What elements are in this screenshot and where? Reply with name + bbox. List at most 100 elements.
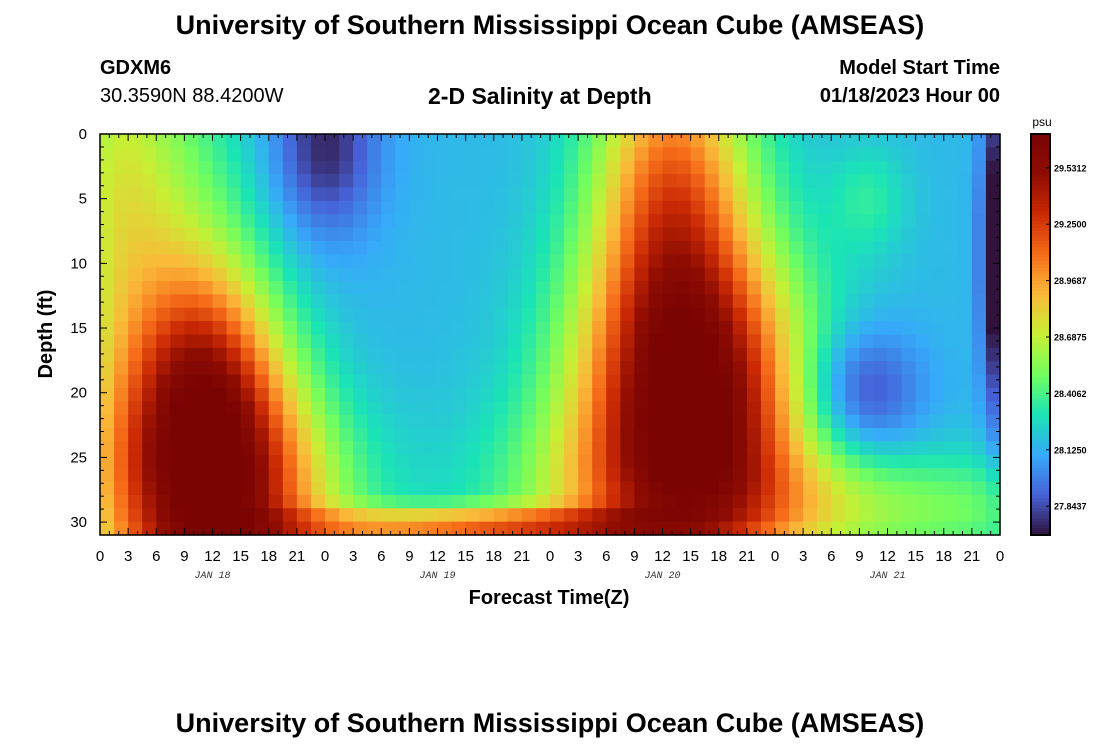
heatmap-cell [282, 334, 298, 349]
colorbar-tick-label: 29.2500 [1054, 220, 1087, 230]
heatmap-cell [395, 147, 410, 162]
heatmap-cell [789, 468, 804, 483]
day-label: JAN 20 [644, 571, 680, 582]
heatmap-cell [943, 321, 959, 336]
heatmap-cell [465, 321, 481, 336]
heatmap-cell [296, 240, 312, 255]
heatmap-cell [170, 134, 185, 148]
heatmap-cell [142, 387, 157, 402]
heatmap-cell [985, 294, 1001, 309]
heatmap-cell [676, 254, 692, 269]
colorbar-segment [1031, 404, 1050, 409]
heatmap-cell [803, 468, 818, 483]
heatmap-cell [550, 174, 565, 189]
heatmap-cell [662, 240, 678, 255]
heatmap-cell [437, 200, 453, 215]
heatmap-cell [578, 508, 593, 523]
heatmap-cell [493, 160, 509, 175]
heatmap-cell [212, 361, 228, 376]
heatmap-cell [901, 521, 917, 536]
heatmap-cell [550, 441, 565, 456]
heatmap-cell [789, 147, 804, 162]
heatmap-cell [325, 134, 340, 148]
heatmap-cell [507, 481, 523, 496]
heatmap-cell [901, 187, 917, 202]
heatmap-cell [423, 428, 439, 443]
heatmap-cell [465, 374, 481, 389]
heatmap-cell [915, 240, 931, 255]
heatmap-cell [451, 361, 467, 376]
heatmap-cell [662, 508, 678, 523]
heatmap-cell [971, 334, 987, 349]
heatmap-cell [296, 227, 312, 242]
heatmap-cell [957, 468, 973, 483]
heatmap-cell [859, 240, 875, 255]
heatmap-cell [423, 214, 439, 229]
heatmap-cell [887, 414, 903, 429]
heatmap-cell [760, 307, 776, 322]
heatmap-cell [240, 307, 256, 322]
heatmap-cell [789, 481, 804, 496]
heatmap-cell [226, 347, 242, 362]
heatmap-cell [507, 174, 523, 189]
heatmap-cell [268, 187, 284, 202]
heatmap-cell [507, 508, 523, 523]
heatmap-cell [198, 468, 214, 483]
heatmap-cell [451, 281, 467, 295]
heatmap-cell [451, 254, 467, 269]
heatmap-cell [873, 281, 889, 295]
heatmap-cell [254, 521, 270, 536]
heatmap-cell [550, 267, 565, 282]
heatmap-cell [493, 387, 509, 402]
heatmap-cell [198, 494, 214, 509]
heatmap-cell [929, 494, 945, 509]
heatmap-cell [381, 267, 396, 282]
heatmap-cell [746, 134, 762, 148]
heatmap-cell [845, 307, 860, 322]
heatmap-cell [521, 401, 537, 416]
heatmap-cell [831, 454, 846, 469]
heatmap-cell [929, 134, 945, 148]
heatmap-cell [170, 347, 185, 362]
heatmap-cell [114, 361, 129, 376]
heatmap-cell [451, 347, 467, 362]
colorbar-segment [1031, 247, 1050, 252]
heatmap-cell [564, 160, 579, 175]
colorbar-segment [1031, 518, 1050, 523]
heatmap-cell [325, 267, 340, 282]
heatmap-cell [325, 227, 340, 242]
heatmap-cell [971, 200, 987, 215]
heatmap-cell [142, 240, 157, 255]
heatmap-cell [465, 334, 481, 349]
heatmap-cell [353, 468, 368, 483]
heatmap-cell [760, 267, 776, 282]
heatmap-cell [226, 508, 242, 523]
heatmap-cell [732, 494, 748, 509]
heatmap-cell [634, 401, 650, 416]
heatmap-cell [915, 347, 931, 362]
heatmap-cell [521, 454, 537, 469]
heatmap-cell [592, 441, 607, 456]
heatmap-cell [690, 441, 706, 456]
heatmap-cell [353, 147, 368, 162]
colorbar-segment [1031, 384, 1050, 389]
heatmap-cell [395, 401, 410, 416]
heatmap-cell [465, 307, 481, 322]
heatmap-cell [578, 481, 593, 496]
heatmap-cell [240, 227, 256, 242]
heatmap-cell [493, 187, 509, 202]
heatmap-cell [310, 214, 326, 229]
heatmap-cell [718, 147, 734, 162]
heatmap-cell [142, 307, 157, 322]
heatmap-cell [409, 267, 425, 282]
heatmap-cell [887, 174, 903, 189]
heatmap-cell [789, 441, 804, 456]
heatmap-cell [212, 214, 228, 229]
heatmap-cell [156, 174, 171, 189]
heatmap-cell [479, 521, 495, 536]
heatmap-cell [606, 494, 621, 509]
heatmap-cell [535, 160, 551, 175]
heatmap-cell [381, 174, 396, 189]
heatmap-cell [943, 227, 959, 242]
heatmap-cell [606, 281, 621, 295]
